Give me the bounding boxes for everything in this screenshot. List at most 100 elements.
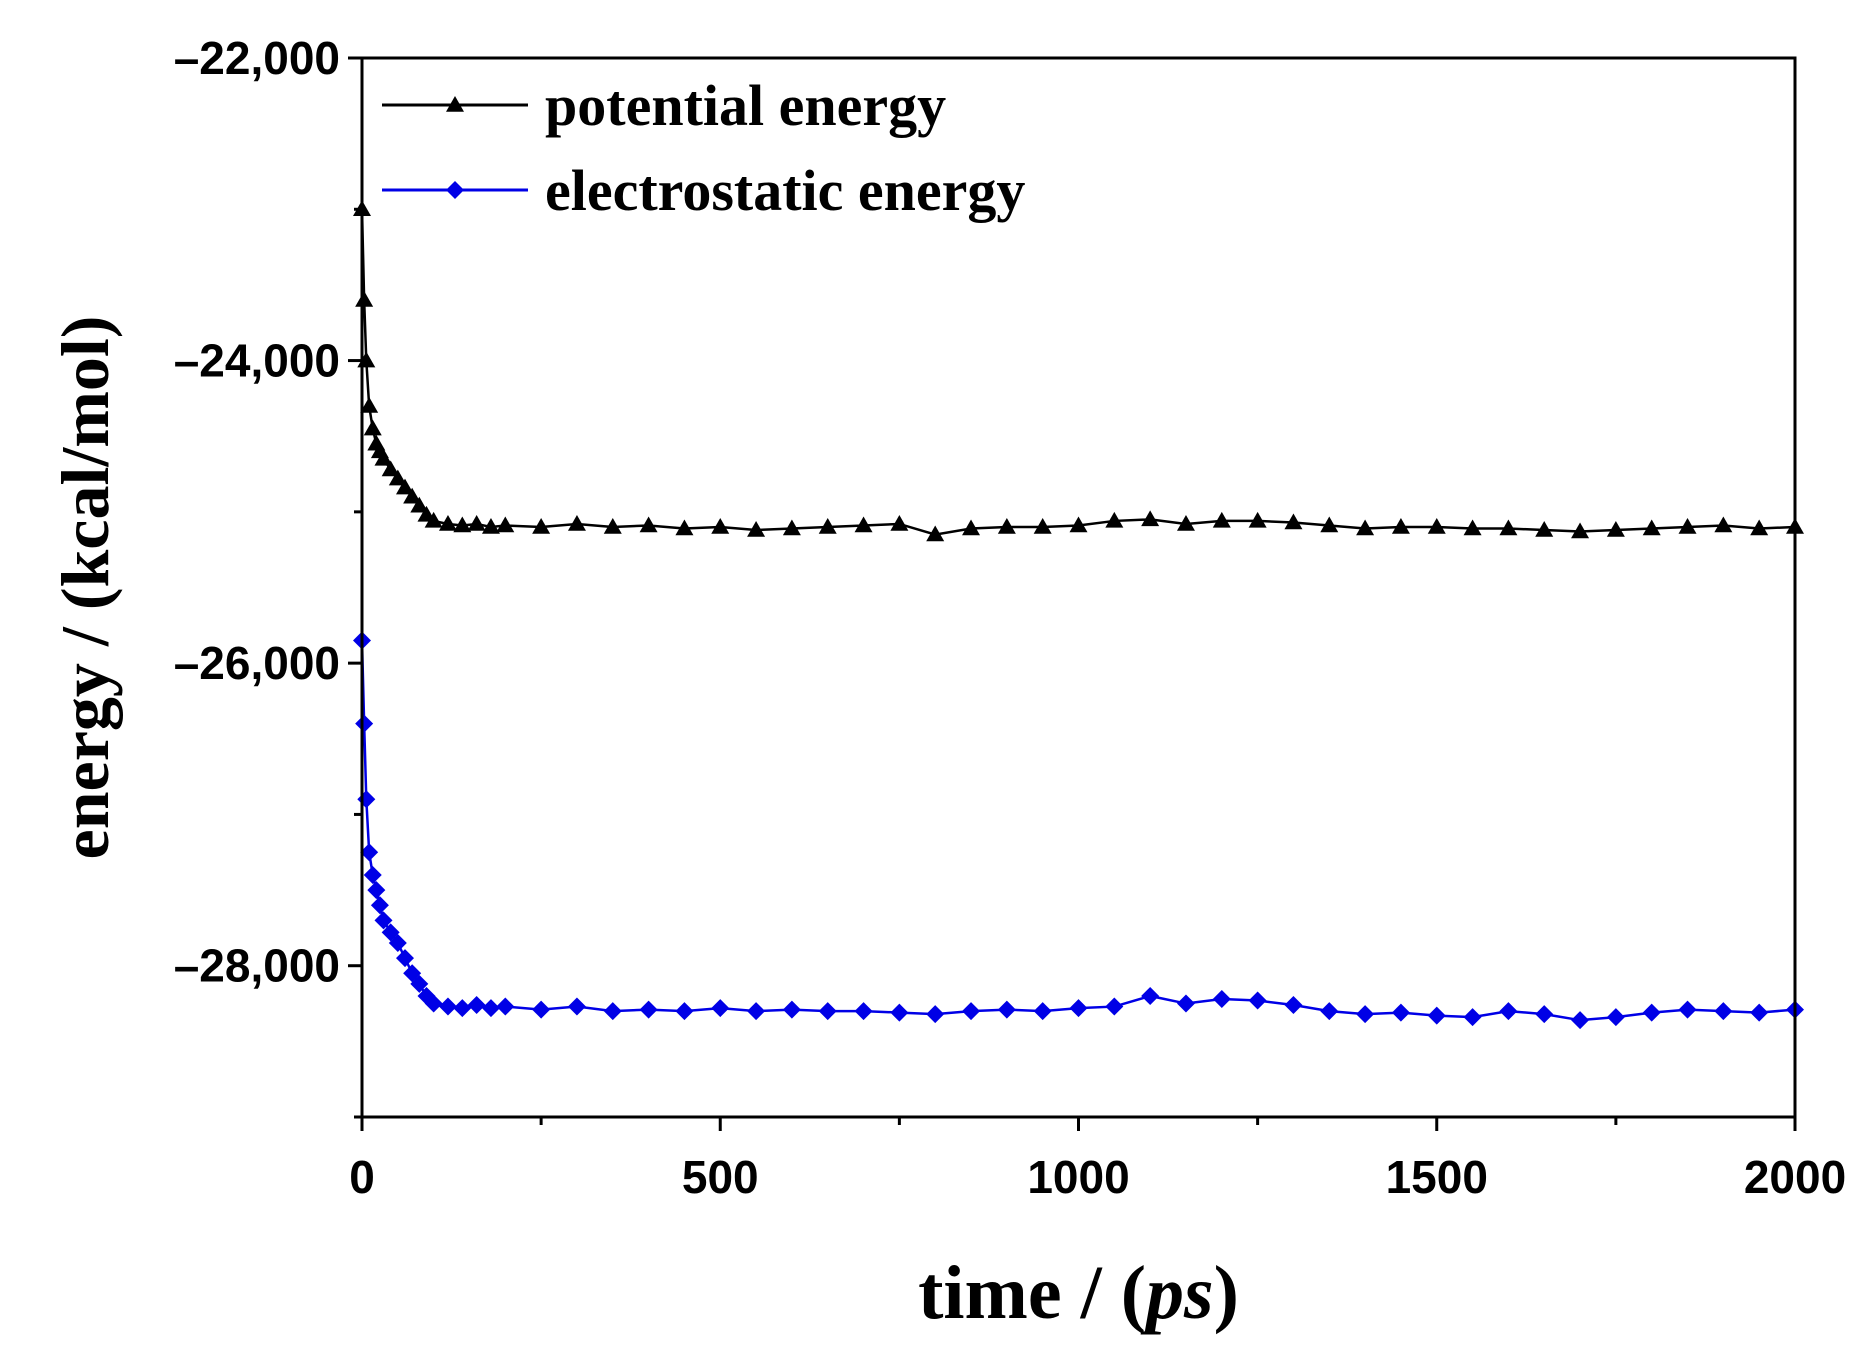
data-point (1176, 994, 1195, 1013)
data-point (1069, 999, 1088, 1018)
data-point (367, 881, 386, 900)
x-tick-label: 1500 (1386, 1151, 1488, 1203)
data-point (355, 291, 374, 307)
data-point (360, 843, 379, 862)
data-point (532, 1000, 551, 1019)
data-point (1642, 1003, 1661, 1022)
data-point (1284, 513, 1303, 530)
legend-marker (446, 181, 464, 199)
legend: potential energy electrostatic energy (382, 73, 1025, 223)
series-line (360, 640, 1796, 1022)
data-point (1033, 517, 1052, 534)
data-point (1248, 991, 1267, 1010)
data-point (374, 911, 393, 930)
data-point (1463, 519, 1482, 536)
data-point (1571, 1011, 1590, 1030)
data-point (388, 934, 407, 953)
series-potential-energy (353, 200, 1804, 542)
x-tick-label: 1000 (1027, 1151, 1129, 1203)
legend-label: potential energy (545, 73, 946, 138)
data-point (997, 517, 1016, 534)
data-point (381, 460, 400, 477)
data-point (1105, 511, 1124, 528)
data-point (747, 521, 766, 537)
data-point (747, 1002, 766, 1021)
data-point (675, 1002, 694, 1021)
x-tick-label: 500 (682, 1151, 759, 1203)
data-point (603, 1002, 622, 1021)
data-point (1356, 1005, 1375, 1024)
data-point (818, 1002, 837, 1021)
legend-item: potential energy (382, 73, 946, 138)
data-point (1463, 1008, 1482, 1027)
plot-series (353, 200, 1804, 1030)
data-point (1141, 510, 1160, 527)
data-point (1176, 514, 1195, 531)
data-point (1248, 511, 1267, 528)
data-point (818, 517, 837, 534)
data-point (1212, 989, 1231, 1008)
data-point (567, 997, 586, 1016)
data-point (1499, 1002, 1518, 1021)
data-point (1535, 521, 1554, 537)
y-tick-label: –22,000 (174, 32, 340, 84)
data-point (363, 865, 382, 884)
data-point (438, 997, 457, 1016)
series-line (360, 209, 1796, 536)
axes: 0 500 1000 1500 2000 –22,000 –24,000 –26,000 –28… (174, 32, 1846, 1203)
data-point (639, 1000, 658, 1019)
data-point (467, 996, 486, 1015)
data-point (1320, 516, 1339, 533)
data-point (453, 516, 472, 533)
data-point (481, 999, 500, 1018)
data-point (1105, 997, 1124, 1016)
x-tick-label: 2000 (1744, 1151, 1846, 1203)
y-tick-label: –26,000 (174, 637, 340, 689)
data-point (496, 516, 515, 533)
legend-marker (446, 96, 464, 112)
data-point (1427, 1006, 1446, 1025)
data-point (567, 514, 586, 531)
data-point (438, 514, 457, 531)
y-tick-label: –24,000 (174, 335, 340, 387)
data-point (1212, 511, 1231, 528)
data-point (997, 1000, 1016, 1019)
data-point (1714, 516, 1733, 533)
data-point (1356, 519, 1375, 536)
data-point (453, 999, 472, 1018)
legend-item: electrostatic energy (382, 158, 1025, 223)
data-point (1535, 1005, 1554, 1024)
data-point (1320, 1002, 1339, 1021)
data-point (1391, 1003, 1410, 1022)
data-point (355, 714, 374, 733)
data-point (1678, 517, 1697, 534)
data-point (1678, 1000, 1697, 1019)
data-point (675, 519, 694, 536)
data-point (926, 1005, 945, 1024)
data-point (388, 469, 407, 486)
data-point (1427, 517, 1446, 534)
data-point (1750, 519, 1769, 536)
data-point (1069, 516, 1088, 533)
data-point (890, 1003, 909, 1022)
data-point (496, 997, 515, 1016)
data-point (370, 896, 389, 915)
data-point (360, 396, 379, 413)
data-point (711, 999, 730, 1018)
data-point (1714, 1002, 1733, 1021)
data-point (374, 449, 393, 466)
data-point (410, 496, 429, 513)
data-point (1141, 986, 1160, 1005)
data-point (1499, 519, 1518, 536)
data-point (782, 1000, 801, 1019)
data-point (424, 994, 443, 1013)
y-tick-label: –28,000 (174, 940, 340, 992)
data-point (854, 516, 873, 533)
data-point (711, 517, 730, 534)
data-point (357, 790, 376, 809)
series-electrostatic-energy (353, 631, 1804, 1030)
data-point (1284, 996, 1303, 1015)
data-point (395, 478, 414, 495)
data-point (410, 974, 429, 993)
